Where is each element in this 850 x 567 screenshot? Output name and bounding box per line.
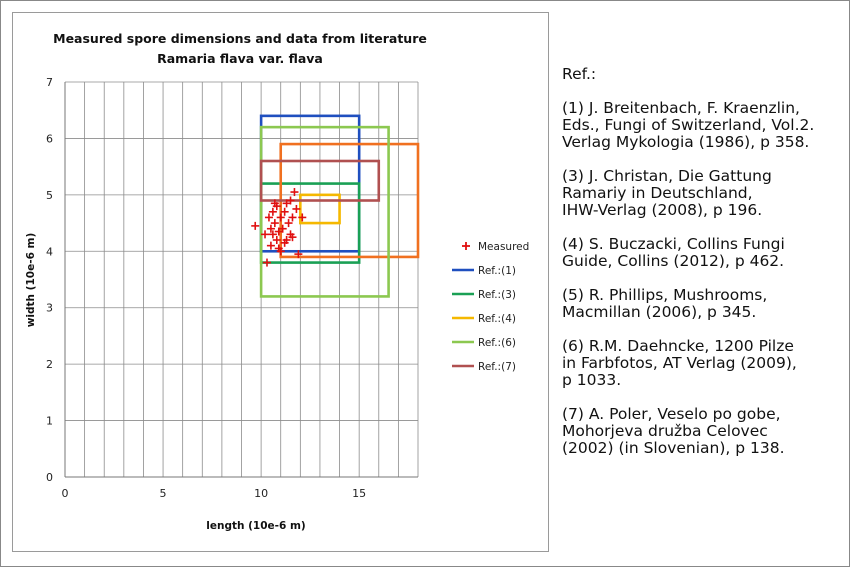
- reference-item: (6) R.M. Daehncke, 1200 Pilze in Farbfoto…: [562, 338, 842, 389]
- y-tick-label: 6: [46, 132, 53, 145]
- measured-point: [261, 230, 270, 239]
- measured-point: [266, 224, 275, 233]
- reference-line: (2002) (in Slovenian), p 138.: [562, 439, 785, 457]
- reference-item: (4) S. Buczacki, Collins Fungi Guide, Col…: [562, 236, 842, 270]
- measured-point: [280, 238, 289, 247]
- measured-point: [264, 213, 273, 222]
- reference-line: Guide, Collins (2012), p 462.: [562, 252, 785, 270]
- reference-line: (7) A. Poler, Veselo po gobe,: [562, 405, 781, 423]
- measured-point: [292, 204, 301, 213]
- measured-point: [288, 233, 297, 242]
- measured-point: [284, 219, 293, 228]
- y-tick-label: 0: [46, 471, 53, 484]
- measured-point: [270, 199, 279, 208]
- reference-line: p 1033.: [562, 371, 622, 389]
- reference-line: Eds., Fungi of Switzerland, Vol.2.: [562, 116, 815, 134]
- reference-line: Verlag Mykologia (1986), p 358.: [562, 133, 810, 151]
- y-axis-label: width (10e-6 m): [25, 233, 37, 328]
- legend-label: Ref.:(1): [478, 265, 516, 277]
- measured-point: [282, 199, 291, 208]
- measured-point: [298, 213, 307, 222]
- legend-label: Ref.:(7): [478, 361, 516, 373]
- x-tick-label: 5: [160, 487, 167, 500]
- reference-line: (1) J. Breitenbach, F. Kraenzlin,: [562, 99, 800, 117]
- reference-line: (6) R.M. Daehncke, 1200 Pilze: [562, 337, 794, 355]
- grid-lines: [64, 81, 419, 478]
- reference-rect: [259, 125, 390, 298]
- reference-item: (7) A. Poler, Veselo po gobe, Mohorjeva d…: [562, 406, 842, 457]
- legend-label: Ref.:(3): [478, 289, 516, 301]
- measured-point: [272, 236, 281, 244]
- measured-point: [280, 207, 289, 216]
- measured-point: [276, 213, 285, 222]
- measured-point: [266, 241, 275, 250]
- y-tick-label: 7: [46, 76, 53, 89]
- reference-item: (3) J. Christan, Die Gattung Ramariy in D…: [562, 168, 842, 219]
- chart-subtitle: Ramaria flava var. flava: [157, 51, 323, 66]
- legend-label: Measured: [478, 241, 529, 253]
- chart-title: Measured spore dimensions and data from …: [53, 31, 427, 46]
- legend-label: Ref.:(6): [478, 337, 516, 349]
- y-tick-label: 4: [46, 245, 53, 258]
- measured-point: [274, 244, 283, 253]
- x-axis-label: length (10e-6 m): [206, 520, 305, 532]
- measured-point: [278, 224, 287, 233]
- legend: Measured Ref.:(1) Ref.:(3) Ref.:(4) Ref.:(6)…: [452, 241, 529, 373]
- measured-point: [290, 188, 299, 197]
- reference-item: (5) R. Phillips, Mushrooms, Macmillan (20…: [562, 287, 842, 321]
- x-tick-label: 15: [352, 487, 366, 500]
- x-tick-label: 0: [62, 487, 69, 500]
- measured-point: [262, 258, 271, 267]
- reference-rectangles: [259, 114, 420, 298]
- axes: 0 5 10 15 0 1 2 3 4 5 6 7: [46, 76, 418, 500]
- reference-line: Ramariy in Deutschland,: [562, 184, 753, 202]
- measured-point: [294, 250, 303, 259]
- y-tick-label: 5: [46, 189, 53, 202]
- reference-line: (5) R. Phillips, Mushrooms,: [562, 286, 768, 304]
- reference-line: in Farbfotos, AT Verlag (2009),: [562, 354, 797, 372]
- reference-item: (1) J. Breitenbach, F. Kraenzlin, Eds., F…: [562, 100, 842, 151]
- references-heading: Ref.:: [562, 65, 597, 83]
- measured-points: [251, 188, 307, 267]
- x-tick-label: 10: [254, 487, 268, 500]
- reference-line: IHW-Verlag (2008), p 196.: [562, 201, 763, 219]
- measured-point: [268, 230, 277, 239]
- measured-point: [251, 221, 260, 230]
- reference-line: (4) S. Buczacki, Collins Fungi: [562, 235, 785, 253]
- reference-line: (3) J. Christan, Die Gattung: [562, 167, 772, 185]
- reference-line: Mohorjeva družba Celovec: [562, 422, 768, 440]
- y-tick-label: 2: [46, 358, 53, 371]
- y-tick-label: 1: [46, 415, 53, 428]
- y-tick-label: 3: [46, 302, 53, 315]
- measured-point: [288, 213, 297, 222]
- measured-point: [270, 219, 279, 228]
- references-panel: Ref.: (1) J. Breitenbach, F. Kraenzlin, E…: [562, 66, 842, 474]
- reference-line: Macmillan (2006), p 345.: [562, 303, 757, 321]
- measured-point: [268, 207, 277, 216]
- legend-label: Ref.:(4): [478, 313, 516, 325]
- reference-rect: [259, 159, 381, 202]
